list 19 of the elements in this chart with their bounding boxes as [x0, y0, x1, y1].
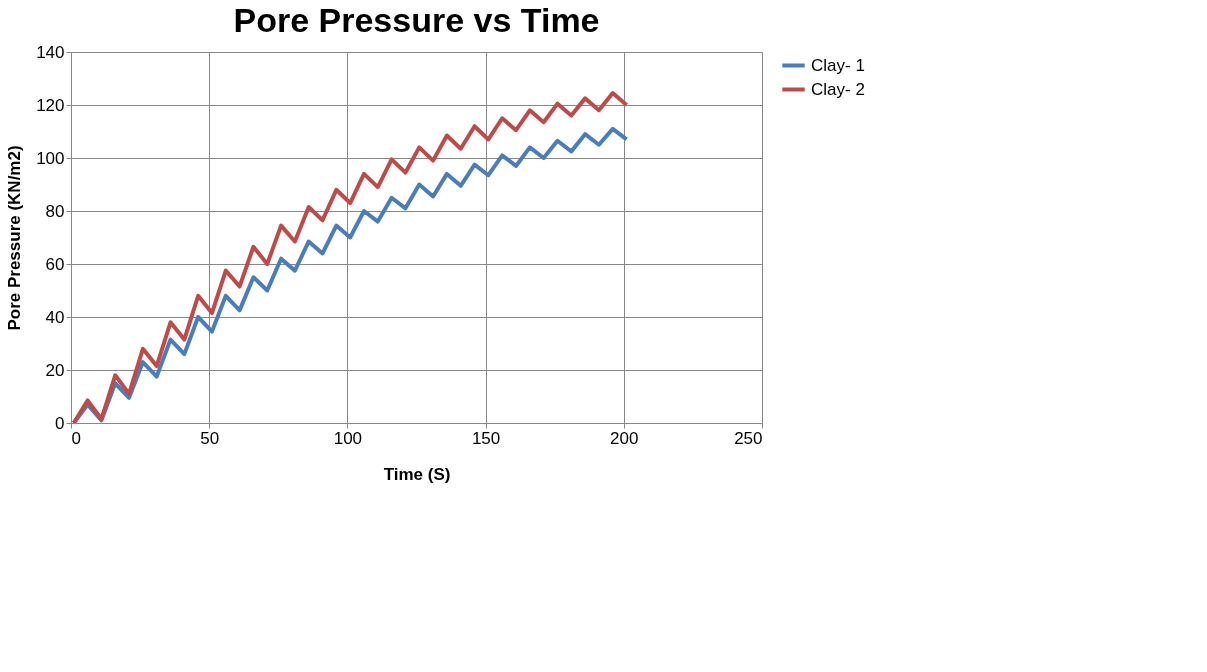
- y-axis-title: Pore Pressure (KN/m2): [5, 145, 25, 331]
- legend-label: Clay- 1: [811, 55, 865, 75]
- x-tick-label: 200: [610, 428, 639, 448]
- y-tick-label: 20: [45, 360, 65, 380]
- y-tick-label: 0: [55, 413, 65, 433]
- y-tick-label: 40: [45, 307, 65, 327]
- x-tick-label: 250: [734, 428, 763, 448]
- y-tick-label: 80: [45, 201, 65, 221]
- x-axis-title: Time (S): [383, 464, 451, 484]
- x-tick-label: 100: [333, 428, 363, 448]
- x-tick-label: 0: [71, 428, 81, 448]
- x-tick-label: 150: [471, 428, 501, 448]
- y-tick-label: 60: [45, 254, 65, 274]
- y-tick-label: 100: [36, 148, 65, 168]
- y-tick-label: 140: [36, 42, 65, 62]
- chart-title: Pore Pressure vs Time: [233, 1, 600, 39]
- x-tick-label: 50: [200, 428, 220, 448]
- legend-label: Clay- 2: [811, 79, 865, 99]
- y-tick-label: 120: [36, 95, 65, 115]
